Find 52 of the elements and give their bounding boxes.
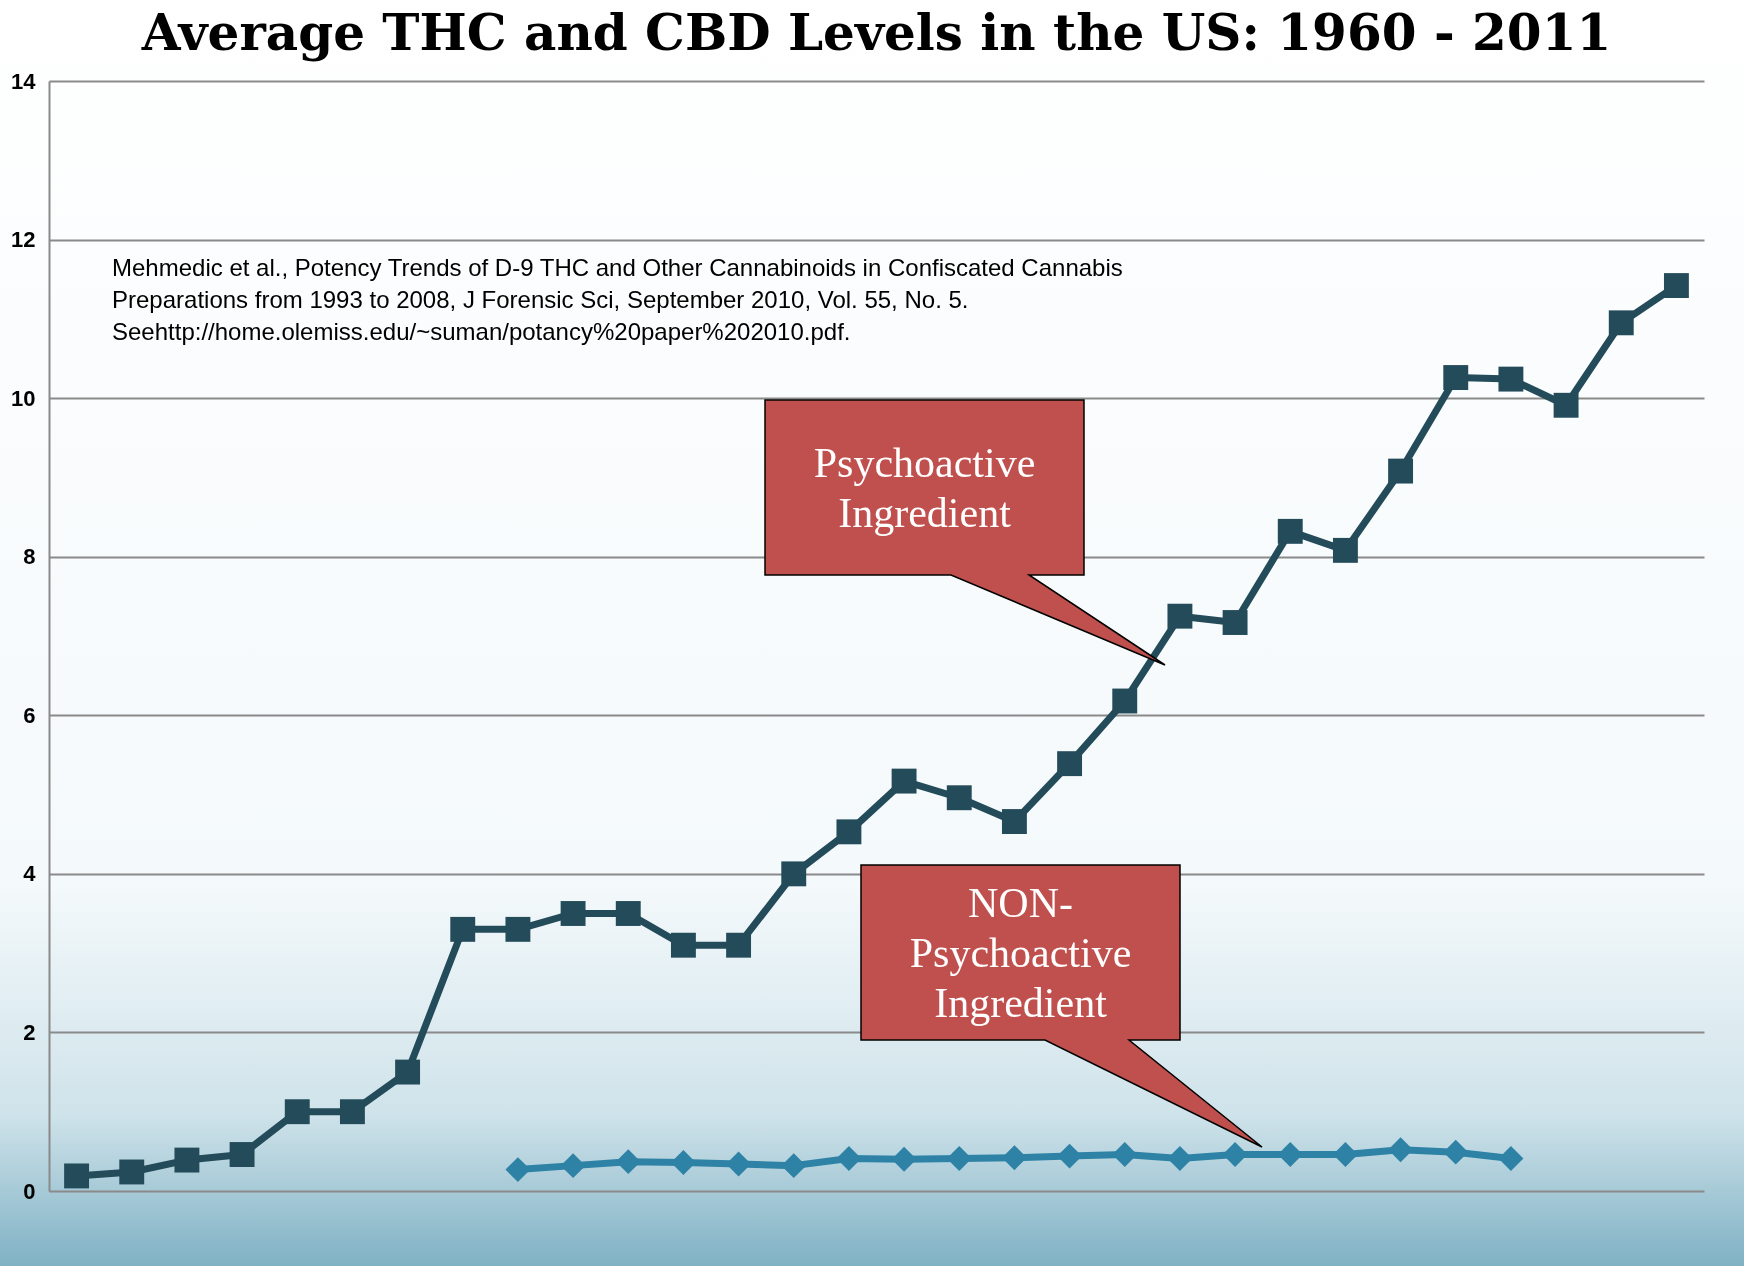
y-tick-label: 2 (23, 1019, 36, 1045)
point (1388, 458, 1414, 484)
y-tick-label: 12 (11, 227, 36, 253)
point (1498, 1146, 1524, 1171)
point (1663, 273, 1689, 299)
point (1443, 1139, 1469, 1165)
y-tick-label: 10 (11, 385, 36, 411)
point (891, 768, 917, 794)
point (119, 1159, 145, 1185)
point (560, 901, 586, 926)
point (450, 916, 476, 942)
point (615, 1149, 641, 1175)
point (1277, 518, 1303, 544)
point (1222, 610, 1248, 635)
y-tick-label: 8 (23, 544, 36, 570)
point (64, 1163, 90, 1189)
point (946, 785, 972, 811)
point (174, 1147, 200, 1173)
annotation: Psychoactive Ingredient (812, 438, 1037, 538)
chart-title: Average THC and CBD Levels in the US: 1960 - 2011 (140, 3, 1612, 62)
point (726, 932, 752, 958)
point (1112, 1142, 1138, 1167)
y-tick-label: 6 (23, 702, 36, 728)
point (1001, 809, 1027, 834)
point (891, 1146, 917, 1172)
point (1167, 1146, 1193, 1171)
y-tick-label: 14 (11, 68, 37, 94)
point (615, 901, 641, 926)
point (781, 861, 807, 887)
y-tick-label: 4 (23, 861, 37, 887)
point (560, 1153, 586, 1179)
point (836, 819, 862, 845)
point (284, 1099, 310, 1125)
point (505, 1157, 531, 1183)
annotation: NON-Psychoactive Ingredient (908, 878, 1133, 1028)
point (1167, 603, 1193, 629)
point (1112, 688, 1138, 714)
annotation: Mehmedic et al., Potency Trends of D-9 THC and Other Cannabinoids in Confiscated Cannabis Preparations from 1993 to 2008, J Forensic Sci, September 2010, Vol. 55, No. 5. Seehttp://home.olemiss.edu/~suman/potancy%20paper%202010.pdf. (112, 253, 1124, 347)
point (781, 1153, 807, 1179)
point (505, 916, 531, 942)
point (1057, 751, 1083, 777)
point (229, 1142, 255, 1167)
point (1498, 366, 1524, 392)
point (836, 1146, 862, 1171)
y-tick-label: 0 (23, 1178, 36, 1204)
point (395, 1059, 421, 1085)
point (670, 932, 696, 958)
point (1332, 537, 1358, 563)
point (339, 1099, 365, 1125)
point (1443, 365, 1469, 390)
point (1553, 392, 1579, 418)
point (1608, 310, 1634, 336)
